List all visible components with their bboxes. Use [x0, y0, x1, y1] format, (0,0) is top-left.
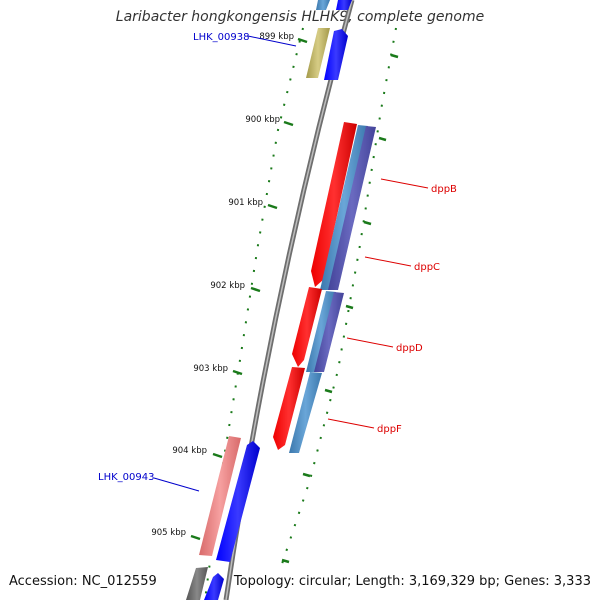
tick-902	[250, 286, 261, 293]
tick-901	[267, 203, 278, 210]
dppd-cds[interactable]	[292, 287, 322, 367]
tick-outer-2	[378, 136, 387, 142]
tick-outer-7	[281, 558, 290, 564]
tick-outer-6	[302, 472, 311, 478]
dpp-operon[interactable]	[273, 122, 376, 453]
tick-outer-5	[324, 388, 333, 394]
blue-cds-lower[interactable]	[216, 441, 260, 562]
pink-cds[interactable]	[199, 436, 241, 556]
accession-text: Accession: NC_012559	[9, 574, 157, 589]
feature-lhk-00938[interactable]	[306, 0, 352, 80]
tick-905	[190, 534, 201, 541]
leader-dppf	[327, 418, 375, 429]
gene-label-dppf[interactable]: dppF	[377, 424, 402, 435]
tick-labels: 899 kbp 900 kbp 901 kbp 902 kbp 903 kbp …	[151, 32, 294, 538]
tick-900	[283, 120, 294, 127]
tick-outer-1	[390, 53, 399, 59]
dark-cds[interactable]	[186, 567, 208, 600]
gene-label-dppc[interactable]: dppC	[414, 262, 440, 273]
dppf-cds[interactable]	[273, 367, 305, 450]
dppc-cds[interactable]	[320, 125, 368, 290]
gene-label-dppb[interactable]: dppB	[431, 184, 457, 195]
dppb-cds[interactable]	[311, 122, 357, 287]
leader-lines	[153, 35, 429, 492]
feature-labels: LHK_00938 LHK_00943 dppB dppC dppD dppF	[98, 32, 457, 483]
tick-outer-4	[345, 304, 354, 310]
locus-label-lhk-00938[interactable]: LHK_00938	[193, 32, 249, 43]
tick-label: 900 kbp	[245, 115, 280, 125]
leader-dppd	[346, 337, 394, 348]
blue-cds-top[interactable]	[336, 0, 352, 10]
tick-904	[212, 452, 223, 459]
tick-label: 904 kbp	[172, 446, 207, 456]
blue-cds-upper[interactable]	[324, 29, 348, 80]
steel-cds-upper[interactable]	[316, 0, 330, 10]
dppc-purple-cds[interactable]	[328, 126, 376, 290]
dppd-purple-cds[interactable]	[314, 292, 344, 372]
tick-label: 901 kbp	[228, 198, 263, 208]
leader-lhk-00943	[153, 477, 200, 492]
tick-label: 902 kbp	[210, 281, 245, 291]
leader-dppb	[380, 178, 429, 189]
genome-summary-text: Topology: circular; Length: 3,169,329 bp…	[233, 574, 591, 589]
dppd-steel-cds[interactable]	[306, 291, 336, 372]
tick-899	[297, 37, 308, 44]
tick-label: 903 kbp	[193, 364, 228, 374]
dppf-steel-cds[interactable]	[289, 372, 322, 453]
feature-lhk-00943[interactable]	[186, 436, 260, 600]
tick-outer-3	[363, 220, 372, 226]
tick-903	[232, 369, 243, 376]
map-title: Laribacter hongkongensis HLHK9, complete…	[115, 9, 485, 25]
locus-label-lhk-00943[interactable]: LHK_00943	[98, 472, 154, 483]
tick-label: 899 kbp	[259, 32, 294, 42]
tick-label: 905 kbp	[151, 528, 186, 538]
gene-label-dppd[interactable]: dppD	[396, 343, 423, 354]
leader-lhk-00938	[247, 35, 297, 47]
leader-dppc	[364, 256, 412, 267]
blue-cds-bottom[interactable]	[204, 573, 224, 600]
major-ticks	[190, 37, 399, 564]
olive-cds[interactable]	[306, 28, 330, 78]
